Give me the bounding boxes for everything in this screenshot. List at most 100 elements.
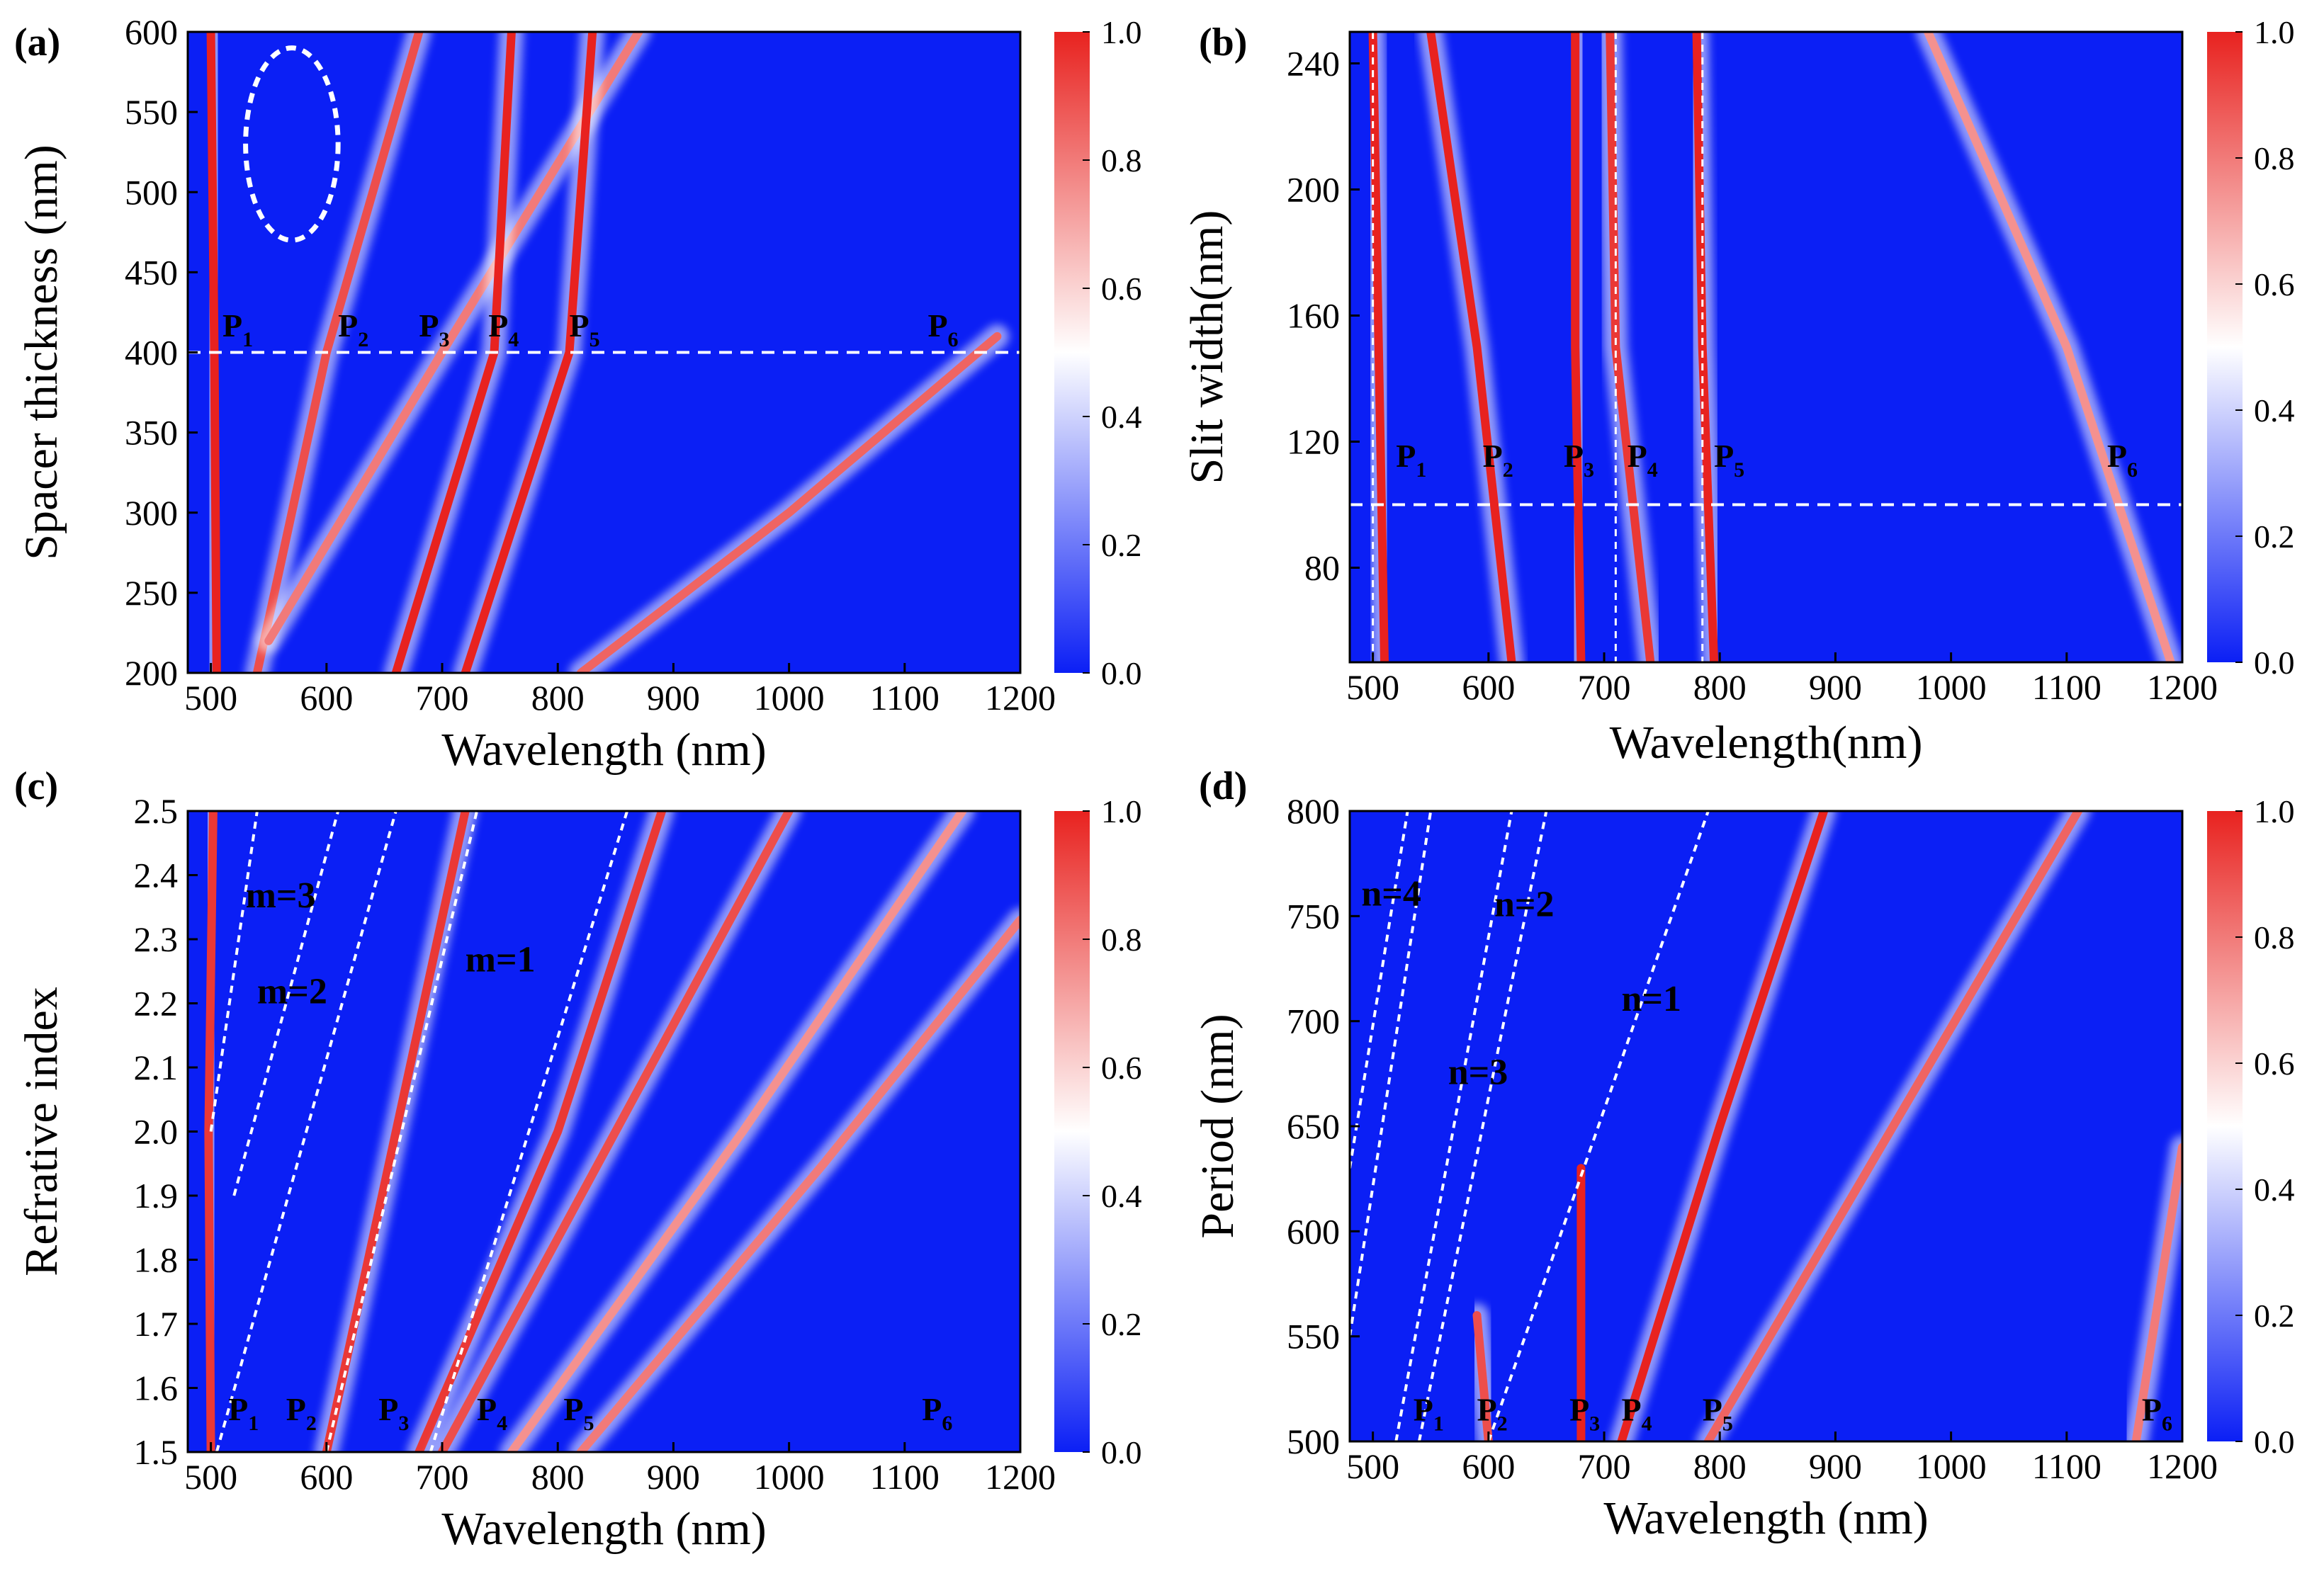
highlight-ellipse [243,45,341,243]
y-axis-title: Period (nm) [1192,1014,1243,1238]
peak-subscript: 1 [1433,1412,1444,1435]
colorbar-tick-label: 0.2 [1101,1306,1142,1342]
colorbar [2207,32,2243,662]
band-1 [1472,1311,1493,1441]
mode-label-1: m=3 [246,875,316,916]
peak-subscript: 4 [1642,1412,1652,1435]
colorbar-tick-label: 0.8 [1101,142,1142,178]
peak-subscript: 3 [1589,1412,1600,1435]
y-tick-label: 1.5 [134,1432,179,1472]
dispersion-line-2 [1350,811,1409,1169]
x-tick-label: 600 [1462,667,1515,707]
x-tick-label: 1200 [985,678,1056,718]
peak-subscript: 4 [1647,458,1658,482]
x-tick-label: 1100 [2032,667,2102,707]
x-tick-label: 1000 [1916,1446,1987,1486]
dispersion-line-4 [1417,811,1548,1441]
band-2 [322,811,470,1452]
peak-subscript: 2 [306,1412,317,1435]
colorbar-tick-label: 0.0 [1101,655,1142,691]
heatmap-bands [1465,811,2182,1441]
colorbar-tick-label: 0.0 [1101,1434,1142,1470]
y-tick-label: 120 [1287,422,1340,462]
colorbar-tick-label: 0.2 [2254,1298,2295,1334]
peak-subscript: 3 [1584,458,1594,482]
y-tick-label: 200 [1287,170,1340,210]
y-tick-label: 500 [125,172,178,212]
y-tick-label: 650 [1287,1106,1340,1146]
band-5 [2131,1143,2182,1441]
y-tick-label: 450 [125,252,178,292]
x-tick-label: 500 [184,678,237,718]
y-axis-title: Slit width(nm) [1181,210,1233,484]
band-6 [1924,32,2175,662]
y-tick-label: 600 [1287,1211,1340,1251]
y-tick-label: 500 [1287,1422,1340,1461]
y-tick-label: 2.1 [134,1048,179,1087]
x-tick-label: 1200 [985,1457,1056,1497]
y-tick-label: 160 [1287,296,1340,336]
colorbar-tick-label: 0.8 [1101,922,1142,958]
colorbar-tick-label: 1.0 [1101,793,1142,829]
colorbar-tick-label: 0.2 [1101,527,1142,563]
panel-letter: (b) [1199,21,1247,64]
mode-label-2: m=2 [257,972,327,1012]
x-tick-label: 1000 [754,678,825,718]
x-tick-label: 900 [1809,1446,1862,1486]
x-tick-label: 900 [647,678,700,718]
band-5 [507,811,967,1452]
colorbar-tick-label: 0.4 [1101,399,1142,435]
y-tick-label: 600 [125,12,178,52]
y-axis-title: Spacer thickness (nm) [16,144,67,560]
x-tick-label: 500 [184,1457,237,1497]
y-tick-label: 1.8 [134,1240,179,1280]
x-tick-label: 1000 [1916,667,1987,707]
colorbar-tick-label: 0.4 [1101,1178,1142,1214]
colorbar-tick-label: 0.8 [2254,919,2295,956]
x-tick-label: 700 [1578,1446,1631,1486]
peak-subscript: 6 [942,1412,952,1435]
x-axis-title: Wavelength (nm) [1603,1492,1928,1544]
band-4 [1606,32,1655,662]
x-tick-label: 600 [300,678,353,718]
peak-subscript: 1 [248,1412,259,1435]
guide-lines [1350,32,2182,662]
y-tick-label: 550 [1287,1317,1340,1356]
guide-lines [209,811,629,1452]
x-tick-label: 600 [1462,1446,1515,1486]
peak-subscript: 4 [508,328,519,351]
band-3 [414,811,667,1452]
band-1 [1368,32,1389,662]
y-tick-label: 700 [1287,1002,1340,1041]
dispersion-line-5 [1487,811,1710,1441]
colorbar-tick-label: 0.0 [2254,1424,2295,1460]
x-tick-label: 600 [300,1457,353,1497]
y-tick-label: 400 [125,333,178,373]
y-tick-label: 1.9 [134,1176,179,1215]
y-tick-label: 300 [125,493,178,533]
y-tick-label: 1.6 [134,1368,179,1408]
peak-subscript: 3 [398,1412,409,1435]
colorbar-tick-label: 0.6 [1101,271,1142,307]
dispersion-line-2 [232,811,340,1196]
y-tick-label: 250 [125,573,178,613]
peak-subscript: 5 [590,328,600,351]
plot-frame [1348,30,2184,664]
panel-b: 500 600 700 800 900 1000 1100 12008012016020024… [1181,14,2295,769]
y-tick-label: 240 [1287,44,1340,84]
y-tick-label: 200 [125,653,178,693]
x-tick-label: 800 [1693,1446,1747,1486]
x-tick-label: 900 [1809,667,1862,707]
x-tick-label: 500 [1346,1446,1399,1486]
band-3 [1571,32,1586,662]
dispersion-line-1 [209,811,259,1132]
dispersion-line-3 [215,811,397,1452]
panel-letter: (a) [14,21,60,64]
x-axis-title: Wavelength (nm) [441,1503,766,1555]
colorbar-tick-label: 1.0 [1101,14,1142,50]
colorbar-tick-label: 1.0 [2254,793,2295,829]
peak-subscript: 2 [1497,1412,1508,1435]
panel-letter: (c) [14,764,58,808]
colorbar-tick-label: 0.6 [1101,1050,1142,1086]
colorbar [1054,32,1090,673]
